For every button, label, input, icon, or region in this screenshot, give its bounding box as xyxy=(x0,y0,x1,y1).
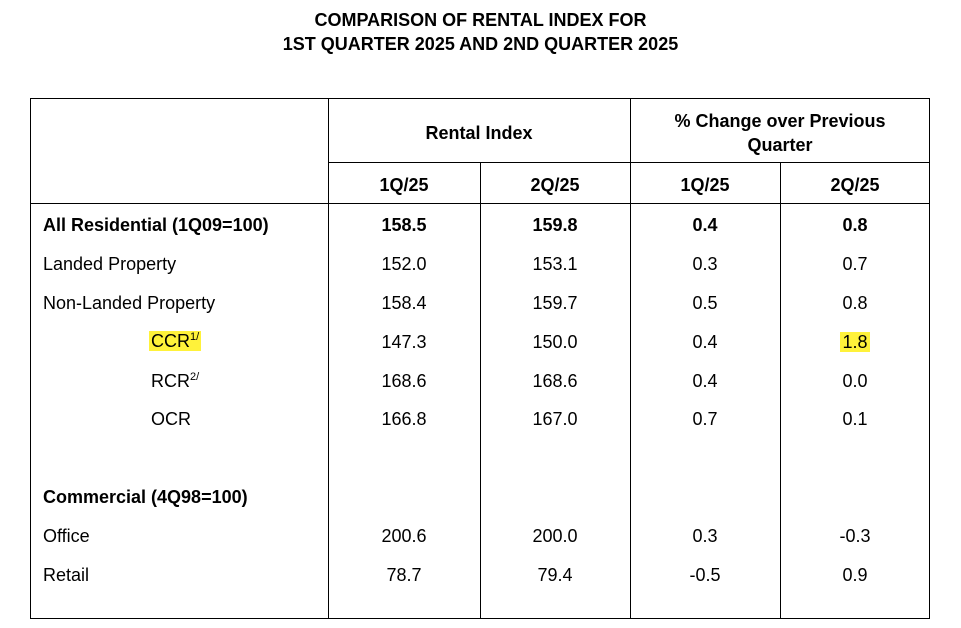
highlight-mark: CCR1/ xyxy=(149,331,202,351)
document-title: COMPARISON OF RENTAL INDEX FOR 1ST QUART… xyxy=(0,8,961,56)
table-divider xyxy=(630,98,631,619)
table-cell: 200.6 xyxy=(381,526,427,546)
col-header-change-2q25: 2Q/25 xyxy=(830,175,880,195)
table-cell: 147.3 xyxy=(381,332,427,352)
table-cell: 0.4 xyxy=(692,215,718,235)
footnote-ref: 2/ xyxy=(190,371,200,383)
table-cell: 168.6 xyxy=(532,371,578,391)
table-cell: 152.0 xyxy=(381,254,427,274)
col-header-rental-1q25: 1Q/25 xyxy=(379,175,429,195)
table-cell: 0.0 xyxy=(842,371,868,391)
table-cell: 0.8 xyxy=(842,215,868,235)
table-cell: 150.0 xyxy=(532,332,578,352)
table-divider xyxy=(328,98,329,619)
row-label: Landed Property xyxy=(43,254,177,274)
table-cell: 168.6 xyxy=(381,371,427,391)
table-cell-highlighted: 1.8 xyxy=(780,330,930,354)
section-label: Commercial (4Q98=100) xyxy=(43,487,248,507)
row-label: OCR xyxy=(151,409,191,429)
table-rule xyxy=(30,203,930,204)
table-cell: 166.8 xyxy=(381,409,427,429)
table-cell: 0.5 xyxy=(692,293,718,313)
table-cell: 200.0 xyxy=(532,526,578,546)
title-line-1: COMPARISON OF RENTAL INDEX FOR xyxy=(314,10,647,30)
table-cell: 0.9 xyxy=(842,565,868,585)
row-label: All Residential (1Q09=100) xyxy=(43,215,269,235)
table-cell: 0.4 xyxy=(692,371,718,391)
title-line-2: 1ST QUARTER 2025 AND 2ND QUARTER 2025 xyxy=(282,34,679,54)
table-cell: 0.7 xyxy=(842,254,868,274)
table-rule xyxy=(328,162,930,163)
table-cell: 0.4 xyxy=(692,332,718,352)
table-cell: 0.3 xyxy=(692,254,718,274)
row-label-highlighted: CCR1/ xyxy=(149,329,202,353)
table-divider xyxy=(480,162,481,619)
col-header-change-1q25: 1Q/25 xyxy=(680,175,730,195)
highlight-mark: 1.8 xyxy=(840,332,870,352)
table-cell: -0.5 xyxy=(689,565,721,585)
table-cell: 0.8 xyxy=(842,293,868,313)
table-cell: 158.5 xyxy=(381,215,427,235)
table-cell: 153.1 xyxy=(532,254,578,274)
table-cell: 78.7 xyxy=(386,565,422,585)
table-cell: 0.3 xyxy=(692,526,718,546)
row-label-text: CCR xyxy=(151,331,190,351)
table-cell: 159.7 xyxy=(532,293,578,313)
row-label: Non-Landed Property xyxy=(43,293,216,313)
row-label: RCR2/ xyxy=(151,369,199,393)
row-label: Retail xyxy=(43,565,90,585)
table-divider xyxy=(780,162,781,619)
col-header-rental-2q25: 2Q/25 xyxy=(530,175,580,195)
table-cell: 79.4 xyxy=(537,565,573,585)
table-cell: 0.1 xyxy=(842,409,868,429)
table-cell: 167.0 xyxy=(532,409,578,429)
table-cell: 159.8 xyxy=(532,215,578,235)
table-cell: -0.3 xyxy=(839,526,871,546)
row-label: Office xyxy=(43,526,90,546)
header-rental-index: Rental Index xyxy=(425,123,533,143)
table-cell: 158.4 xyxy=(381,293,427,313)
table-cell: 0.7 xyxy=(692,409,718,429)
footnote-ref: 1/ xyxy=(190,331,200,343)
row-label-text: RCR xyxy=(151,371,190,391)
header-pct-change: % Change over Previous Quarter xyxy=(674,111,886,155)
